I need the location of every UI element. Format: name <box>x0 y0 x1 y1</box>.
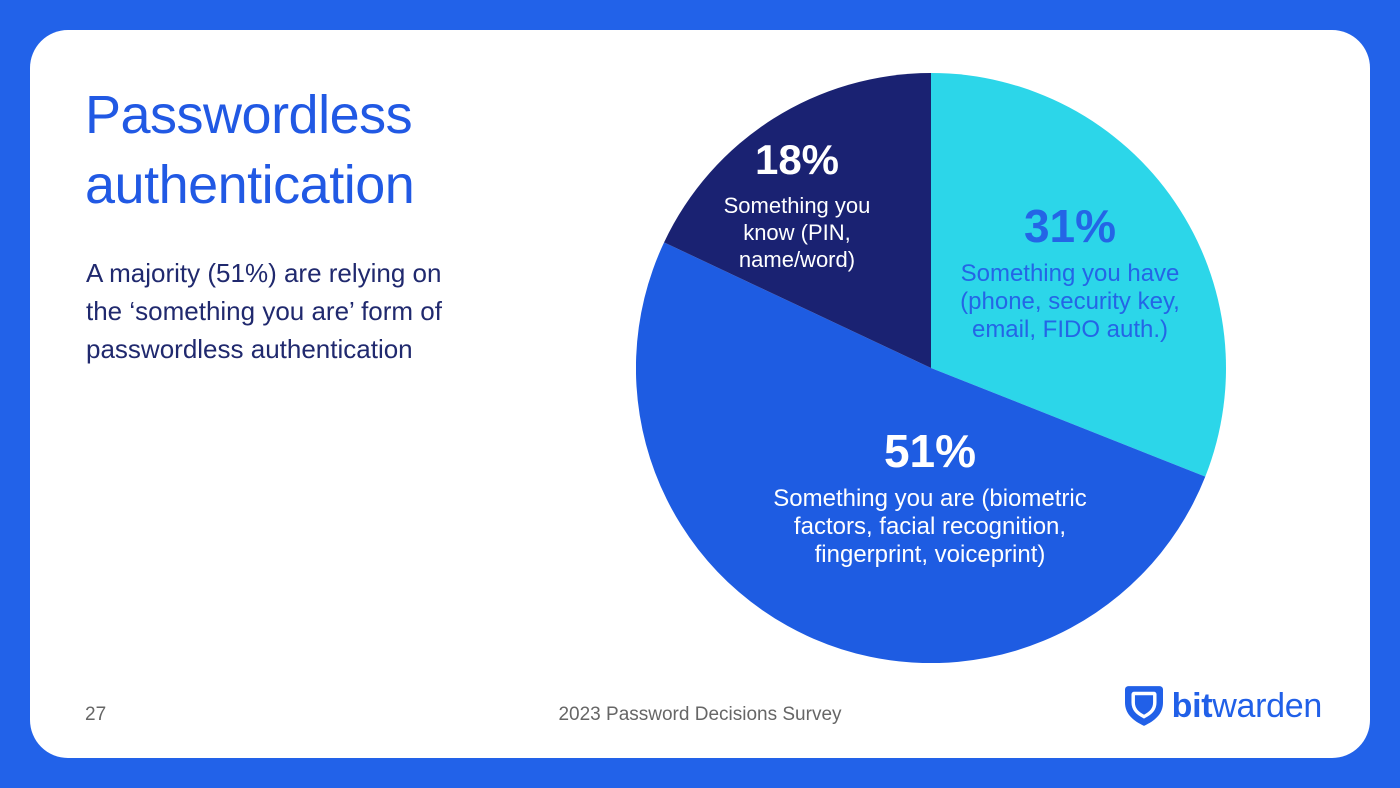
bitwarden-logo: bitwarden <box>1124 686 1323 726</box>
bitwarden-shield-icon <box>1124 686 1163 726</box>
pie-value-have: 31% <box>1023 200 1117 252</box>
pie-chart-svg <box>636 73 1226 663</box>
pie-slice-have <box>931 73 1226 477</box>
pie-label-line: Something you are (biometric <box>773 484 1087 512</box>
pie-label-line: (phone, security key, <box>960 287 1180 315</box>
page-title: Passwordless authentication <box>85 85 415 216</box>
pie-label-are: 51% Something you are (biometric factors… <box>773 426 1086 569</box>
logo-text-bold: bit <box>1171 686 1213 725</box>
pie-slice-are <box>636 242 1206 663</box>
pie-label-line: know (PIN, <box>743 220 851 246</box>
logo-text-regular: warden <box>1212 686 1322 725</box>
subtitle-line: A majority (51%) are relying on <box>86 258 442 288</box>
bitwarden-wordmark: bitwarden <box>1171 686 1323 726</box>
pie-label-line: factors, facial recognition, <box>793 512 1067 540</box>
subtitle-line: the ‘something you are’ form of <box>86 296 442 326</box>
pie-label-line: email, FIDO auth.) <box>971 315 1169 343</box>
footer-caption: 2023 Password Decisions Survey <box>558 704 842 725</box>
page-number: 27 <box>85 704 107 725</box>
pie-label-line: name/word) <box>738 247 856 273</box>
pie-label-have: 31% Something you have (phone, security … <box>960 201 1180 344</box>
pie-chart: 18% Something you know (PIN, name/word) … <box>636 73 1226 663</box>
slide-subtitle: A majority (51%) are relying on the ‘som… <box>86 254 516 368</box>
slide-card: Passwordless authentication A majority (… <box>30 30 1370 758</box>
pie-slice-know <box>664 73 931 368</box>
pie-label-line: Something you <box>723 193 871 219</box>
pie-label-line: Something you have <box>960 259 1180 287</box>
pie-value-know: 18% <box>754 136 840 183</box>
pie-label-know: 18% Something you know (PIN, name/word) <box>723 136 871 273</box>
subtitle-line: passwordless authentication <box>86 334 413 364</box>
pie-value-are: 51% <box>883 425 977 477</box>
pie-label-line: fingerprint, voiceprint) <box>814 540 1046 568</box>
